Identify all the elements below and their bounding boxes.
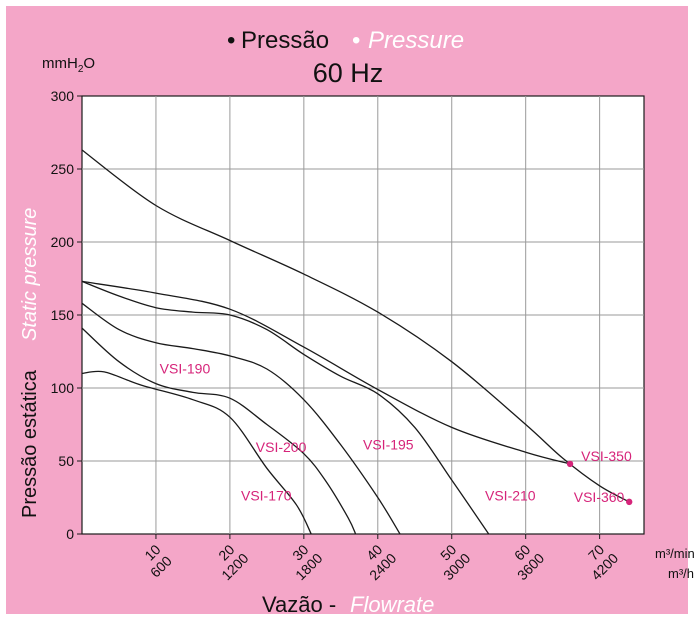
title-main-en: Pressure [368,27,464,54]
y-axis-ticks: 0 50 100 150 200 250 300 [51,88,82,542]
curve-vsi-200 [81,327,357,535]
y-tick-label: 200 [51,234,75,250]
y-tick-label: 0 [66,526,74,542]
y-unit-label: mmH2O [42,55,95,75]
marker-vsi-360 [626,498,633,506]
curve-label-vsi-360: VSI-360 [574,489,625,505]
x-axis-title-en: Flowrate [350,592,434,617]
y-axis-title-pt: Pressão estática [19,369,41,518]
y-tick-label: 150 [51,307,75,323]
curve-label-vsi-190: VSI-190 [160,360,211,376]
curve-vsi-195 [81,302,401,535]
y-tick-label: 100 [51,380,75,396]
curve-label-vsi-200: VSI-200 [256,439,307,455]
x-unit-primary: m³/min [655,546,694,561]
curve-label-vsi-170: VSI-170 [241,487,292,503]
title-bullet-dark: • [227,27,235,54]
title-bullet-white: • [352,27,360,54]
curve-labels: VSI-190 VSI-200 VSI-195 VSI-170 VSI-210 VSI-3… [160,360,632,504]
y-tick-label: 250 [51,161,75,177]
curve-label-vsi-210: VSI-210 [485,487,536,503]
y-tick-label: 50 [58,453,74,469]
curve-end-markers [566,460,633,506]
y-tick-label: 300 [51,88,75,104]
marker-vsi-350 [566,460,574,468]
title-frequency: 60 Hz [313,58,384,88]
x-axis-title-pt: Vazão - [262,592,336,617]
curve-vsi-210 [81,280,490,535]
x-unit-secondary: m³/h [668,566,694,581]
title-main-pt: Pressão [241,27,329,54]
curve-label-vsi-350: VSI-350 [581,448,632,464]
curve-label-vsi-195: VSI-195 [363,436,414,452]
curve-vsi-350 [81,280,571,465]
y-axis-title-en: Static pressure [19,208,41,341]
curve-vsi-170 [81,370,312,535]
